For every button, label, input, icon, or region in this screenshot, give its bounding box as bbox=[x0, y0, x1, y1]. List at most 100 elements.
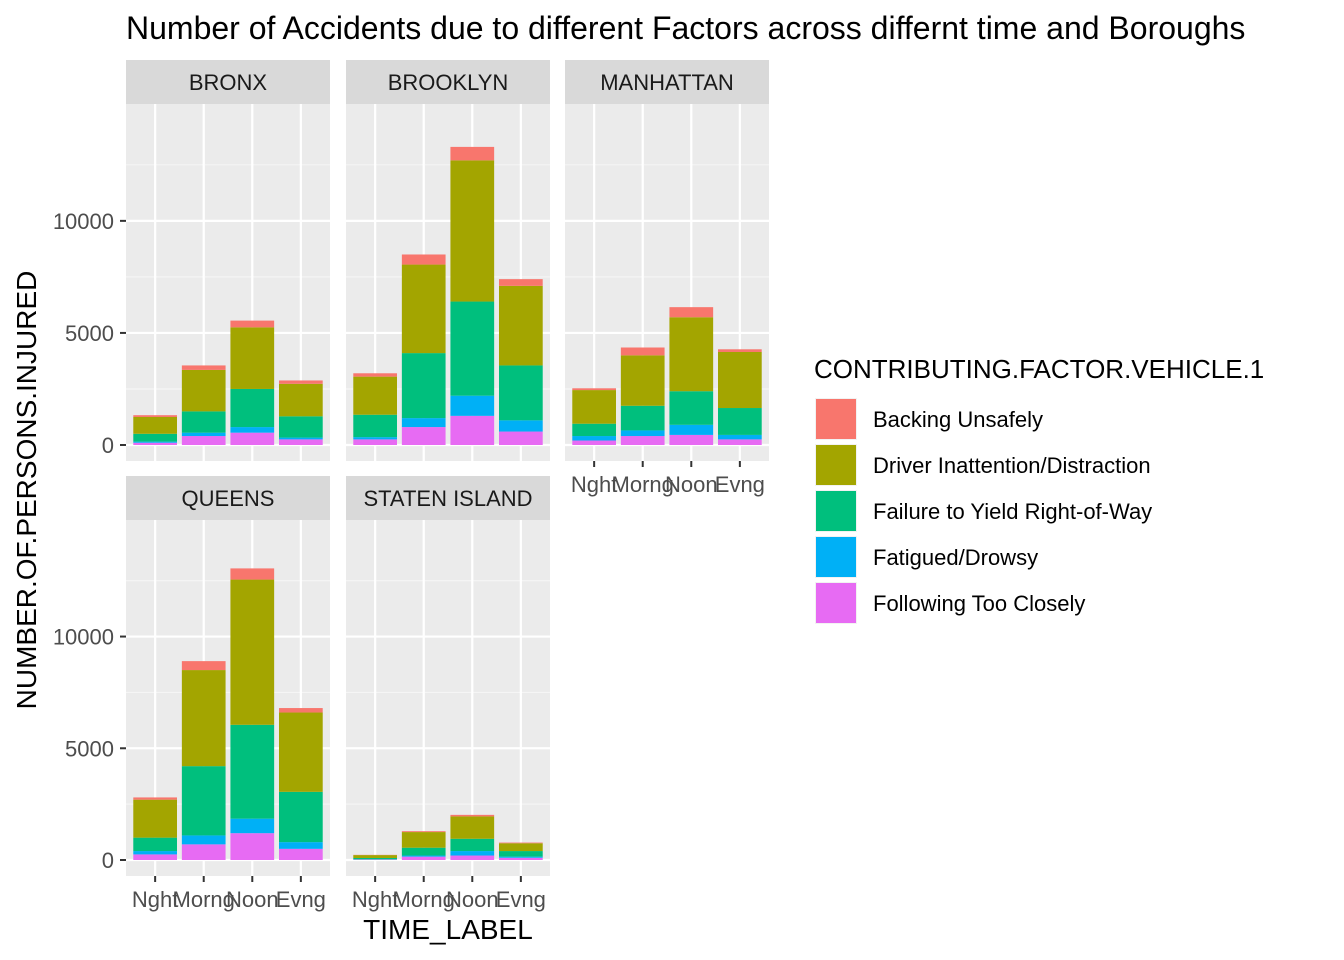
bar-segment bbox=[133, 441, 177, 443]
legend-item: Failure to Yield Right-of-Way bbox=[815, 490, 1152, 532]
bar-segment bbox=[499, 856, 543, 858]
bar-segment bbox=[353, 376, 397, 415]
facet-strip bbox=[565, 60, 769, 104]
bar-segment bbox=[353, 414, 397, 438]
facet-panel-brooklyn: BROOKLYN bbox=[346, 60, 550, 461]
bar-segment bbox=[499, 851, 543, 857]
facet-strip bbox=[346, 476, 550, 520]
bar-segment bbox=[718, 439, 762, 445]
bar-segment bbox=[669, 317, 714, 392]
facet-strip bbox=[126, 60, 330, 104]
legend-label: Driver Inattention/Distraction bbox=[873, 453, 1151, 478]
y-tick-label: 10000 bbox=[53, 625, 114, 650]
legend-label: Following Too Closely bbox=[873, 591, 1085, 616]
bar-segment bbox=[669, 307, 714, 318]
bar-segment bbox=[401, 831, 446, 833]
bar-segment bbox=[279, 848, 323, 860]
x-tick-label: Nght bbox=[132, 887, 178, 912]
bar-segment bbox=[230, 579, 275, 725]
bar-segment bbox=[450, 160, 495, 302]
legend-label: Backing Unsafely bbox=[873, 407, 1043, 432]
bar-segment bbox=[572, 436, 616, 441]
bar-segment bbox=[230, 320, 275, 328]
bar-segment bbox=[669, 424, 714, 435]
x-tick-label: Nght bbox=[352, 887, 398, 912]
bar-segment bbox=[279, 437, 323, 440]
bar-segment bbox=[181, 835, 226, 845]
bar-segment bbox=[181, 411, 226, 433]
bar-segment bbox=[499, 842, 543, 844]
x-axis-title: TIME_LABEL bbox=[363, 914, 533, 945]
bar-segment bbox=[133, 415, 177, 417]
bar-segment bbox=[401, 847, 446, 856]
bar-segment bbox=[620, 436, 665, 445]
bar-segment bbox=[669, 434, 714, 445]
y-tick-label: 10000 bbox=[53, 209, 114, 234]
bar-segment bbox=[450, 415, 495, 445]
legend-swatch bbox=[816, 491, 856, 531]
bar-segment bbox=[401, 264, 446, 354]
legend-item: Backing Unsafely bbox=[815, 398, 1043, 440]
bar-segment bbox=[718, 408, 762, 435]
legend-swatch bbox=[816, 537, 856, 577]
bar-segment bbox=[401, 353, 446, 419]
bar-segment bbox=[401, 254, 446, 265]
bar-segment bbox=[181, 432, 226, 437]
x-tick-label: Noon bbox=[665, 472, 718, 497]
bar-segment bbox=[718, 351, 762, 409]
bar-segment bbox=[401, 427, 446, 445]
bar-segment bbox=[718, 349, 762, 352]
legend-title: CONTRIBUTING.FACTOR.VEHICLE.1 bbox=[814, 354, 1264, 384]
legend: Backing Unsafely Driver Inattention/Distr… bbox=[815, 398, 1152, 624]
x-tick-label: Morng bbox=[173, 887, 235, 912]
facet-strip-label: BROOKLYN bbox=[388, 70, 509, 95]
legend-swatch bbox=[816, 399, 856, 439]
chart-title: Number of Accidents due to different Fac… bbox=[126, 10, 1245, 46]
bar-segment bbox=[133, 433, 177, 442]
bar-segment bbox=[279, 842, 323, 849]
bar-segment bbox=[181, 661, 226, 671]
x-tick-label: Noon bbox=[226, 887, 279, 912]
bar-segment bbox=[353, 855, 397, 858]
bar-segment bbox=[230, 327, 275, 389]
bar-segment bbox=[450, 851, 495, 856]
bar-segment bbox=[401, 418, 446, 428]
bar-segment bbox=[450, 814, 495, 817]
bar-segment bbox=[499, 843, 543, 852]
bar-segment bbox=[718, 434, 762, 440]
bar-segment bbox=[279, 380, 323, 384]
facet-strip bbox=[346, 60, 550, 104]
bar-segment bbox=[133, 854, 177, 860]
y-tick-label: 5000 bbox=[65, 736, 114, 761]
y-axis-title: NUMBER.OF.PERSONS.INJURED bbox=[11, 271, 42, 710]
bar-segment bbox=[572, 388, 616, 391]
x-tick-label: Nght bbox=[571, 472, 617, 497]
bar-segment bbox=[230, 568, 275, 580]
bar-segment bbox=[450, 301, 495, 396]
bar-segment bbox=[230, 427, 275, 433]
legend-item: Following Too Closely bbox=[815, 582, 1085, 624]
bar-segment bbox=[499, 857, 543, 860]
x-tick-label: Morng bbox=[393, 887, 455, 912]
bar-segment bbox=[450, 146, 495, 161]
bar-segment bbox=[499, 420, 543, 432]
bar-segment bbox=[572, 390, 616, 424]
bar-segment bbox=[353, 439, 397, 445]
bar-segment bbox=[133, 416, 177, 434]
bar-segment bbox=[279, 416, 323, 438]
bar-segment bbox=[620, 430, 665, 437]
bar-segment bbox=[279, 708, 323, 713]
bar-segment bbox=[181, 436, 226, 445]
facet-panel-bronx: BRONX 0 5000 10000 bbox=[53, 60, 330, 461]
panel-background bbox=[346, 520, 550, 876]
bar-segment bbox=[450, 855, 495, 860]
bar-segment bbox=[620, 347, 665, 356]
bar-segment bbox=[401, 856, 446, 860]
bar-segment bbox=[353, 373, 397, 377]
bar-segment bbox=[499, 279, 543, 286]
bar-segment bbox=[181, 365, 226, 370]
bar-segment bbox=[230, 724, 275, 819]
